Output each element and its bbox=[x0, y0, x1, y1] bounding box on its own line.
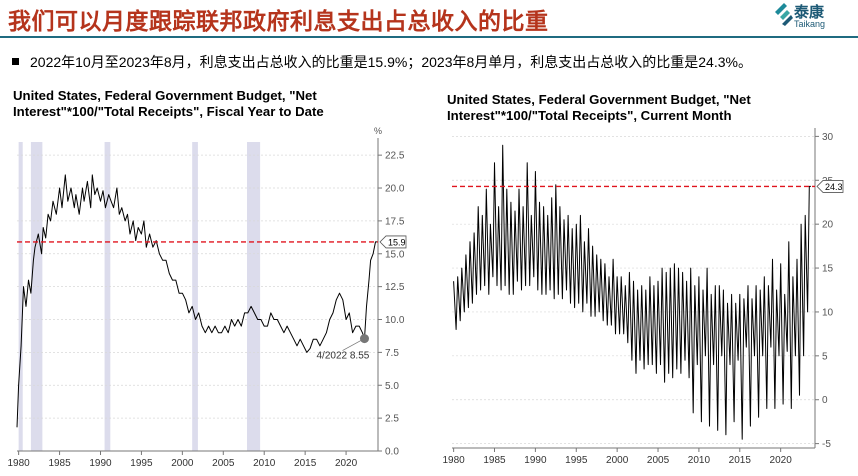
y-tick-label: 5 bbox=[822, 351, 828, 362]
taikang-logo-mark-icon bbox=[775, 3, 793, 26]
right-chart-title: United States, Federal Government Budget… bbox=[447, 92, 751, 124]
x-tick-label: 1990 bbox=[89, 458, 112, 469]
y-tick-label: 2.5 bbox=[385, 414, 399, 425]
recession-band bbox=[30, 142, 43, 451]
y-tick-label: 10.0 bbox=[385, 315, 405, 326]
last-value-label: 24.3 bbox=[825, 182, 843, 192]
x-tick-label: 1985 bbox=[48, 458, 71, 469]
y-tick-label: 30 bbox=[822, 132, 834, 143]
x-tick-label: 2020 bbox=[770, 455, 793, 466]
x-tick-label: 2015 bbox=[294, 458, 317, 469]
logo-text-en: Taikang bbox=[794, 19, 826, 29]
y-tick-label: 20 bbox=[822, 220, 834, 231]
x-tick-label: 2010 bbox=[688, 455, 711, 466]
page-title: 我们可以月度跟踪联邦政府利息支出占总收入的比重 bbox=[8, 8, 549, 34]
x-tick-label: 1980 bbox=[443, 455, 466, 466]
x-tick-label: 2005 bbox=[212, 458, 235, 469]
y-tick-label: 0 bbox=[822, 395, 828, 406]
y-tick-label: 15 bbox=[822, 264, 834, 275]
recession-band bbox=[18, 142, 23, 451]
y-tick-label: -5 bbox=[822, 439, 831, 450]
summary-text: 2022年10月至2023年8月，利息支出占总收入的比重是15.9%；2023年… bbox=[30, 54, 752, 70]
y-tick-label: 22.5 bbox=[385, 151, 405, 162]
x-tick-label: 2000 bbox=[606, 455, 629, 466]
x-tick-label: 2020 bbox=[335, 458, 358, 469]
bullet-square-icon bbox=[12, 58, 19, 65]
logo-text-cn: 泰康 bbox=[794, 3, 825, 21]
left-chart-title: United States, Federal Government Budget… bbox=[13, 88, 324, 120]
last-value-label: 15.9 bbox=[388, 237, 406, 247]
y-tick-label: 15.0 bbox=[385, 249, 405, 260]
x-tick-label: 2005 bbox=[647, 455, 670, 466]
recession-band bbox=[104, 142, 111, 451]
y-tick-label: 17.5 bbox=[385, 216, 405, 227]
x-tick-label: 1980 bbox=[8, 458, 31, 469]
x-tick-label: 1995 bbox=[565, 455, 588, 466]
y-tick-label: 20.0 bbox=[385, 184, 405, 195]
series-line bbox=[453, 144, 811, 440]
annotation-label: 4/2022 8.55 bbox=[316, 351, 369, 362]
taikang-logo: 泰康 Taikang bbox=[772, 0, 858, 34]
annotation-leader bbox=[342, 338, 365, 351]
summary-bullet: 2022年10月至2023年8月，利息支出占总收入的比重是15.9%；2023年… bbox=[12, 52, 752, 72]
x-tick-label: 1990 bbox=[524, 455, 547, 466]
y-tick-label: 0.0 bbox=[385, 447, 399, 458]
last-value-tag bbox=[816, 180, 844, 193]
header-divider bbox=[0, 36, 858, 38]
x-tick-label: 2015 bbox=[729, 455, 752, 466]
recession-band bbox=[247, 142, 261, 451]
left-chart-title-line1: United States, Federal Government Budget… bbox=[13, 88, 317, 103]
y-tick-label: 7.5 bbox=[385, 348, 399, 359]
recession-band bbox=[192, 142, 198, 451]
x-tick-label: 2000 bbox=[171, 458, 194, 469]
right-chart-title-line1: United States, Federal Government Budget… bbox=[447, 92, 751, 107]
series-line bbox=[16, 174, 378, 428]
x-tick-label: 2010 bbox=[253, 458, 276, 469]
y-tick-label: 12.5 bbox=[385, 282, 405, 293]
x-tick-label: 1995 bbox=[130, 458, 153, 469]
y-tick-label: 5.0 bbox=[385, 381, 399, 392]
last-value-tag bbox=[379, 235, 407, 249]
left-chart-title-line2: Interest"*100/"Total Receipts", Fiscal Y… bbox=[13, 104, 324, 119]
x-tick-label: 1985 bbox=[483, 455, 506, 466]
right-chart-title-line2: Interest"*100/"Total Receipts", Current … bbox=[447, 108, 732, 123]
unit-label: % bbox=[374, 126, 382, 136]
y-tick-label: 10 bbox=[822, 307, 834, 318]
